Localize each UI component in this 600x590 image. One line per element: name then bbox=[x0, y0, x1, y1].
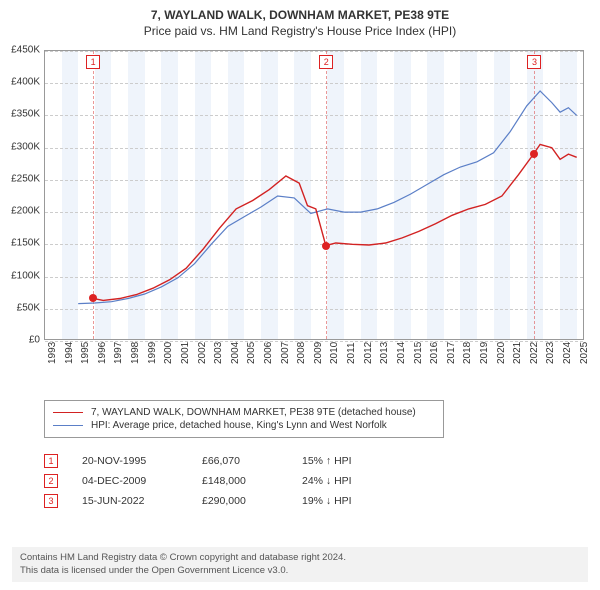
footer: Contains HM Land Registry data © Crown c… bbox=[12, 547, 588, 582]
sale-delta: 19% ↓ HPI bbox=[302, 495, 392, 507]
y-axis-label: £400K bbox=[0, 77, 40, 88]
x-axis-label: 2022 bbox=[529, 342, 540, 364]
sale-price: £66,070 bbox=[202, 455, 302, 467]
x-axis-label: 2004 bbox=[230, 342, 241, 364]
sale-marker-box: 2 bbox=[319, 55, 333, 69]
x-axis-label: 2015 bbox=[413, 342, 424, 364]
x-axis-label: 2002 bbox=[197, 342, 208, 364]
page-subtitle: Price paid vs. HM Land Registry's House … bbox=[0, 24, 600, 38]
x-axis-label: 2010 bbox=[329, 342, 340, 364]
y-axis-label: £250K bbox=[0, 173, 40, 184]
x-axis-label: 2016 bbox=[429, 342, 440, 364]
x-axis-label: 2009 bbox=[313, 342, 324, 364]
legend-row: HPI: Average price, detached house, King… bbox=[53, 420, 435, 431]
sale-date: 15-JUN-2022 bbox=[82, 495, 202, 507]
series-line bbox=[93, 144, 577, 300]
series-line bbox=[78, 91, 577, 304]
sale-price: £148,000 bbox=[202, 475, 302, 487]
x-axis-label: 2005 bbox=[246, 342, 257, 364]
x-axis-label: 2011 bbox=[346, 342, 357, 364]
x-axis-label: 2018 bbox=[462, 342, 473, 364]
x-axis-label: 2003 bbox=[213, 342, 224, 364]
chart-lines bbox=[45, 51, 585, 341]
x-axis-label: 2006 bbox=[263, 342, 274, 364]
x-axis-label: 2000 bbox=[163, 342, 174, 364]
y-axis-label: £100K bbox=[0, 270, 40, 281]
legend: 7, WAYLAND WALK, DOWNHAM MARKET, PE38 9T… bbox=[44, 400, 444, 438]
legend-label: 7, WAYLAND WALK, DOWNHAM MARKET, PE38 9T… bbox=[91, 407, 416, 418]
y-axis-label: £300K bbox=[0, 141, 40, 152]
x-axis-label: 2020 bbox=[496, 342, 507, 364]
sale-marker-box: 3 bbox=[44, 494, 58, 508]
sale-marker-box: 3 bbox=[527, 55, 541, 69]
y-axis-label: £50K bbox=[0, 302, 40, 313]
x-axis-label: 2019 bbox=[479, 342, 490, 364]
x-axis-label: 1995 bbox=[80, 342, 91, 364]
title-block: 7, WAYLAND WALK, DOWNHAM MARKET, PE38 9T… bbox=[0, 0, 600, 38]
table-row: 2 04-DEC-2009 £148,000 24% ↓ HPI bbox=[44, 474, 392, 488]
sale-marker-dot bbox=[322, 242, 330, 250]
x-axis-labels: 1993 1994 1995 1996 1997 1998 1999 2000 2001 2002… bbox=[44, 342, 584, 382]
sale-delta: 24% ↓ HPI bbox=[302, 475, 392, 487]
y-axis-label: £200K bbox=[0, 206, 40, 217]
sale-marker-box: 2 bbox=[44, 474, 58, 488]
x-axis-label: 2014 bbox=[396, 342, 407, 364]
x-axis-label: 2017 bbox=[446, 342, 457, 364]
legend-label: HPI: Average price, detached house, King… bbox=[91, 420, 387, 431]
x-axis-label: 1997 bbox=[113, 342, 124, 364]
x-axis-label: 2007 bbox=[280, 342, 291, 364]
legend-swatch bbox=[53, 425, 83, 426]
legend-row: 7, WAYLAND WALK, DOWNHAM MARKET, PE38 9T… bbox=[53, 407, 435, 418]
x-axis-label: 1993 bbox=[47, 342, 58, 364]
sale-marker-dot bbox=[89, 294, 97, 302]
legend-swatch bbox=[53, 412, 83, 413]
x-axis-label: 1999 bbox=[147, 342, 158, 364]
x-axis-label: 2025 bbox=[579, 342, 590, 364]
plot-area: 1 2 3 bbox=[44, 50, 584, 340]
sale-marker-box: 1 bbox=[44, 454, 58, 468]
x-axis-label: 2013 bbox=[379, 342, 390, 364]
x-axis-label: 2023 bbox=[545, 342, 556, 364]
x-axis-label: 1994 bbox=[64, 342, 75, 364]
y-axis-label: £150K bbox=[0, 238, 40, 249]
table-row: 3 15-JUN-2022 £290,000 19% ↓ HPI bbox=[44, 494, 392, 508]
page-title: 7, WAYLAND WALK, DOWNHAM MARKET, PE38 9T… bbox=[0, 8, 600, 22]
chart: 123 199319941995199619971998199920002001… bbox=[44, 50, 584, 360]
sale-marker-box: 1 bbox=[86, 55, 100, 69]
sale-marker-dot bbox=[530, 150, 538, 158]
sale-delta: 15% ↑ HPI bbox=[302, 455, 392, 467]
sale-price: £290,000 bbox=[202, 495, 302, 507]
x-axis-label: 2024 bbox=[562, 342, 573, 364]
sales-table: 1 20-NOV-1995 £66,070 15% ↑ HPI 2 04-DEC… bbox=[44, 448, 392, 514]
footer-line: Contains HM Land Registry data © Crown c… bbox=[20, 552, 580, 564]
sale-date: 20-NOV-1995 bbox=[82, 455, 202, 467]
footer-line: This data is licensed under the Open Gov… bbox=[20, 565, 580, 577]
x-axis-label: 2012 bbox=[363, 342, 374, 364]
x-axis-label: 2001 bbox=[180, 342, 191, 364]
table-row: 1 20-NOV-1995 £66,070 15% ↑ HPI bbox=[44, 454, 392, 468]
sale-date: 04-DEC-2009 bbox=[82, 475, 202, 487]
x-axis-label: 2008 bbox=[296, 342, 307, 364]
x-axis-label: 1996 bbox=[97, 342, 108, 364]
y-axis-label: £0 bbox=[0, 335, 40, 346]
x-axis-label: 1998 bbox=[130, 342, 141, 364]
y-axis-label: £350K bbox=[0, 109, 40, 120]
y-axis-label: £450K bbox=[0, 45, 40, 56]
x-axis-label: 2021 bbox=[512, 342, 523, 364]
